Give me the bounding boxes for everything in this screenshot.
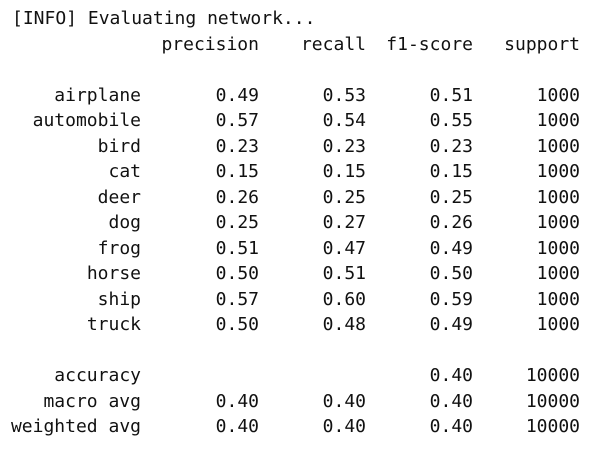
header-f1-score: f1-score <box>386 33 473 55</box>
recall-value: 0.40 <box>322 416 366 437</box>
summary-rows: accuracy 0.40 10000 macro avg 0.40 0.40 0.40 10… <box>10 363 592 440</box>
precision-value: 0.25 <box>215 212 259 233</box>
recall-value: 0.23 <box>322 135 366 157</box>
row-label: truck <box>86 314 141 335</box>
row-label: macro avg <box>43 390 141 412</box>
precision-value: 0.23 <box>215 135 259 157</box>
f1-score-value: 0.25 <box>429 186 473 208</box>
recall-value: 0.60 <box>322 288 366 310</box>
precision-value: 0.15 <box>215 161 259 182</box>
f1-score-value: 0.51 <box>429 84 473 106</box>
precision-value: 0.50 <box>215 263 259 284</box>
support-value: 1000 <box>536 314 580 335</box>
precision-value: 0.49 <box>215 84 259 106</box>
header-support: support <box>504 33 580 55</box>
header-recall: recall <box>300 33 366 55</box>
recall-value: 0.53 <box>322 84 366 106</box>
summary-row: macro avg 0.40 0.40 0.40 10000 <box>12 389 592 415</box>
class-rows: airplane 0.49 0.53 0.51 1000 automobile 0.57 0.… <box>12 83 592 338</box>
row-label: automobile <box>32 110 141 131</box>
info-line: [INFO] Evaluating network... <box>12 8 316 29</box>
table-row: truck 0.50 0.48 0.49 1000 <box>12 312 592 338</box>
blank-line <box>12 57 592 83</box>
row-label: ship <box>97 288 141 310</box>
f1-score-value: 0.15 <box>429 161 473 182</box>
recall-value: 0.48 <box>322 314 366 335</box>
row-label: horse <box>86 263 141 284</box>
f1-score-value: 0.40 <box>429 416 473 437</box>
support-value: 1000 <box>536 161 580 182</box>
f1-score-value: 0.49 <box>429 237 473 259</box>
support-value: 1000 <box>536 288 580 310</box>
blank-line <box>12 338 592 364</box>
summary-row: accuracy 0.40 10000 <box>12 363 592 389</box>
info-line-row: [INFO] Evaluating network... <box>12 6 592 32</box>
f1-score-value: 0.59 <box>429 288 473 310</box>
table-row: bird 0.23 0.23 0.23 1000 <box>12 134 592 160</box>
row-label: frog <box>97 237 141 259</box>
recall-value: 0.25 <box>322 186 366 208</box>
table-row: automobile 0.57 0.54 0.55 1000 <box>12 108 592 134</box>
recall-value: 0.27 <box>322 212 366 233</box>
row-label: accuracy <box>54 365 141 386</box>
f1-score-value: 0.55 <box>429 110 473 131</box>
table-row: dog 0.25 0.27 0.26 1000 <box>12 210 592 236</box>
header-precision: precision <box>161 33 259 55</box>
table-row: horse 0.50 0.51 0.50 1000 <box>12 261 592 287</box>
row-label: dog <box>108 212 141 233</box>
f1-score-value: 0.50 <box>429 263 473 284</box>
row-label: airplane <box>54 84 141 106</box>
table-row: ship 0.57 0.60 0.59 1000 <box>12 287 592 313</box>
f1-score-value: 0.40 <box>429 365 473 386</box>
recall-value: 0.54 <box>322 110 366 131</box>
report-header-row: precision recall f1-score support <box>12 32 592 58</box>
f1-score-value: 0.23 <box>429 135 473 157</box>
precision-value: 0.40 <box>215 416 259 437</box>
precision-value: 0.51 <box>215 237 259 259</box>
support-value: 1000 <box>536 84 580 106</box>
precision-value: 0.57 <box>215 110 259 131</box>
recall-value: 0.47 <box>322 237 366 259</box>
support-value: 1000 <box>536 135 580 157</box>
table-row: airplane 0.49 0.53 0.51 1000 <box>12 83 592 109</box>
recall-value: 0.51 <box>322 263 366 284</box>
f1-score-value: 0.49 <box>429 314 473 335</box>
summary-row: weighted avg 0.40 0.40 0.40 10000 <box>10 414 592 440</box>
table-row: cat 0.15 0.15 0.15 1000 <box>12 159 592 185</box>
precision-value: 0.57 <box>215 288 259 310</box>
support-value: 10000 <box>525 390 580 412</box>
support-value: 10000 <box>525 416 580 437</box>
precision-value: 0.50 <box>215 314 259 335</box>
precision-value: 0.26 <box>215 186 259 208</box>
support-value: 10000 <box>525 365 580 386</box>
row-label: deer <box>97 186 141 208</box>
support-value: 1000 <box>536 186 580 208</box>
support-value: 1000 <box>536 263 580 284</box>
recall-value: 0.15 <box>322 161 366 182</box>
console-output: [INFO] Evaluating network... precision r… <box>10 6 592 450</box>
f1-score-value: 0.26 <box>429 212 473 233</box>
f1-score-value: 0.40 <box>429 390 473 412</box>
support-value: 1000 <box>536 237 580 259</box>
recall-value: 0.40 <box>322 390 366 412</box>
support-value: 1000 <box>536 110 580 131</box>
table-row: frog 0.51 0.47 0.49 1000 <box>12 236 592 262</box>
row-label: weighted avg <box>10 416 141 437</box>
table-row: deer 0.26 0.25 0.25 1000 <box>12 185 592 211</box>
precision-value: 0.40 <box>215 390 259 412</box>
row-label: bird <box>97 135 141 157</box>
row-label: cat <box>108 161 141 182</box>
support-value: 1000 <box>536 212 580 233</box>
